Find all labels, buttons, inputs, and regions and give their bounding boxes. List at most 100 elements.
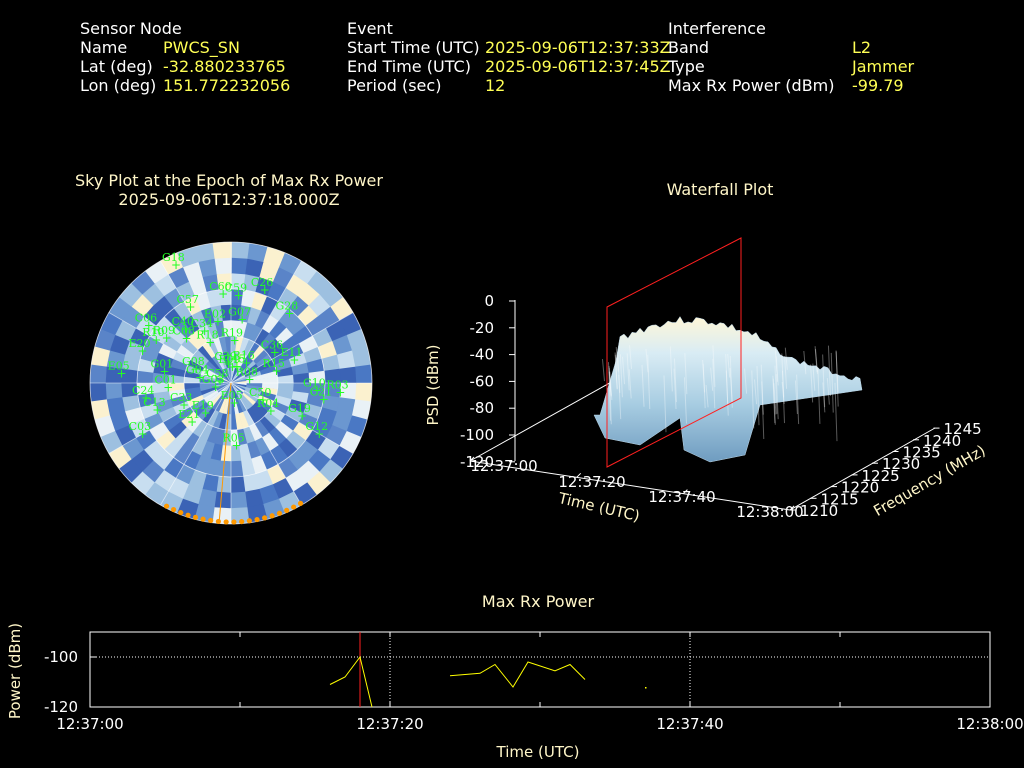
waterfall-streak — [614, 354, 618, 390]
skyplot-cell — [194, 242, 216, 262]
skyplot-cell — [258, 484, 280, 505]
time-tick-label: 12:37:40 — [648, 488, 715, 506]
skyplot-cell — [277, 383, 295, 392]
skyplot-cell — [218, 352, 227, 369]
skyplot-cell — [246, 378, 263, 384]
waterfall-streak — [756, 366, 760, 426]
psd-tick-label: -40 — [470, 346, 495, 364]
satellite-label: R10 — [142, 326, 164, 339]
waterfall-streak — [609, 371, 613, 400]
skyplot-cell — [235, 335, 244, 353]
waterfall-streak — [744, 368, 748, 394]
time-axis-label: Time (UTC) — [556, 489, 642, 525]
waterfall-title: Waterfall Plot — [666, 180, 774, 199]
skyplot-cell — [183, 450, 201, 471]
skyplot-cell — [205, 458, 221, 477]
waterfall-streak — [729, 355, 733, 408]
waterfall-streak — [822, 382, 826, 413]
satellite-marker: + — [266, 404, 276, 418]
sensor-lon-value: 151.772232056 — [163, 76, 291, 95]
waterfall-streak — [814, 346, 818, 373]
skyplot-cell — [158, 406, 177, 423]
skyplot-grid-spoke — [230, 382, 302, 506]
skyplot-cell — [199, 382, 216, 388]
skyplot-cell — [218, 397, 227, 414]
skyplot-cell — [246, 385, 263, 392]
satellite-label: G03 — [202, 373, 225, 386]
skyplot-cell — [214, 428, 225, 446]
jammer-marker — [185, 512, 191, 518]
satellite-label: C26 — [251, 276, 273, 289]
skyplot-cell — [94, 414, 116, 438]
skyplot-cell — [203, 363, 219, 376]
skyplot-cell — [269, 320, 288, 339]
skyplot-cell — [243, 390, 259, 403]
skyplot-cell — [244, 367, 261, 378]
freq-tick-label: 1245 — [944, 420, 982, 438]
skyplot-cell — [200, 387, 217, 396]
power-series-point — [645, 687, 647, 689]
skyplot-cell — [203, 390, 219, 403]
psd-tick-label: 0 — [484, 292, 494, 310]
skyplot-cell — [231, 371, 244, 383]
sensor-name-label: Name — [80, 38, 128, 57]
skyplot-cell — [192, 420, 208, 438]
skyplot-cell — [312, 327, 334, 348]
skyplot-cell — [236, 428, 248, 446]
skyplot-cell — [148, 421, 169, 441]
jammer-marker — [192, 514, 199, 520]
satellite-label: C08 — [173, 325, 195, 338]
skyplot-cell — [230, 429, 240, 447]
power-series-line — [329, 655, 373, 708]
waterfall-streak — [830, 352, 834, 413]
skyplot-cell — [254, 420, 270, 438]
satellite-marker: + — [319, 392, 329, 406]
skyplot-cell — [220, 445, 231, 462]
skyplot-cell — [285, 343, 304, 360]
skyplot-cell — [238, 395, 251, 411]
skyplot-cell — [218, 413, 227, 431]
skyplot-cell — [243, 339, 255, 356]
freq-tick-label: 1225 — [862, 467, 900, 485]
waterfall-streak — [812, 363, 816, 391]
satellite-marker: + — [223, 357, 233, 371]
skyplot-cell — [339, 383, 357, 401]
skyplot-cell — [137, 392, 156, 408]
waterfall-streak — [827, 345, 831, 397]
skyplot-cell — [183, 370, 201, 379]
skyplot-cell — [211, 355, 224, 371]
skyplot-cell — [136, 370, 154, 383]
waterfall-streak — [626, 353, 630, 391]
waterfall-streak — [822, 354, 826, 408]
skyplot-heatmap — [90, 242, 372, 524]
power-x-tick-label: 12:38:00 — [956, 715, 1023, 733]
skyplot-cell — [240, 394, 254, 409]
waterfall-streak — [817, 367, 821, 424]
skyplot-cell — [237, 320, 248, 338]
skyplot-cell — [249, 324, 263, 343]
power-x-tick-label: 12:37:20 — [356, 715, 423, 733]
skyplot-cell — [243, 363, 259, 376]
skyplot-cell — [235, 352, 244, 369]
satellite-marker: + — [232, 360, 242, 374]
skyplot-cell — [182, 432, 200, 452]
satellite-marker: + — [234, 288, 244, 302]
event-title: Event — [347, 19, 393, 38]
satellite-label: C21 — [310, 385, 332, 398]
satellite-marker: + — [211, 380, 221, 394]
satellite-label: R08 — [236, 366, 258, 379]
event-start-value: 2025-09-06T12:37:33Z — [485, 38, 671, 57]
skyplot-cell — [351, 399, 372, 421]
skyplot-cell — [264, 338, 282, 355]
skyplot-cell — [162, 414, 182, 431]
jammer-marker — [239, 518, 245, 525]
skyplot-cell — [194, 455, 211, 475]
skyplot: +C39+E09+C45+R16+R18 +R19+E02+C34 +G07+C57… — [89, 241, 373, 525]
jammer-marker — [200, 516, 206, 522]
skyplot-cell — [231, 351, 236, 368]
sensor-name-value: PWCS_SN — [163, 38, 240, 57]
skyplot-cell — [212, 411, 223, 429]
time-tick-label: 12:37:20 — [558, 473, 625, 491]
satellite-marker: + — [270, 345, 280, 359]
skyplot-cell — [185, 364, 203, 375]
